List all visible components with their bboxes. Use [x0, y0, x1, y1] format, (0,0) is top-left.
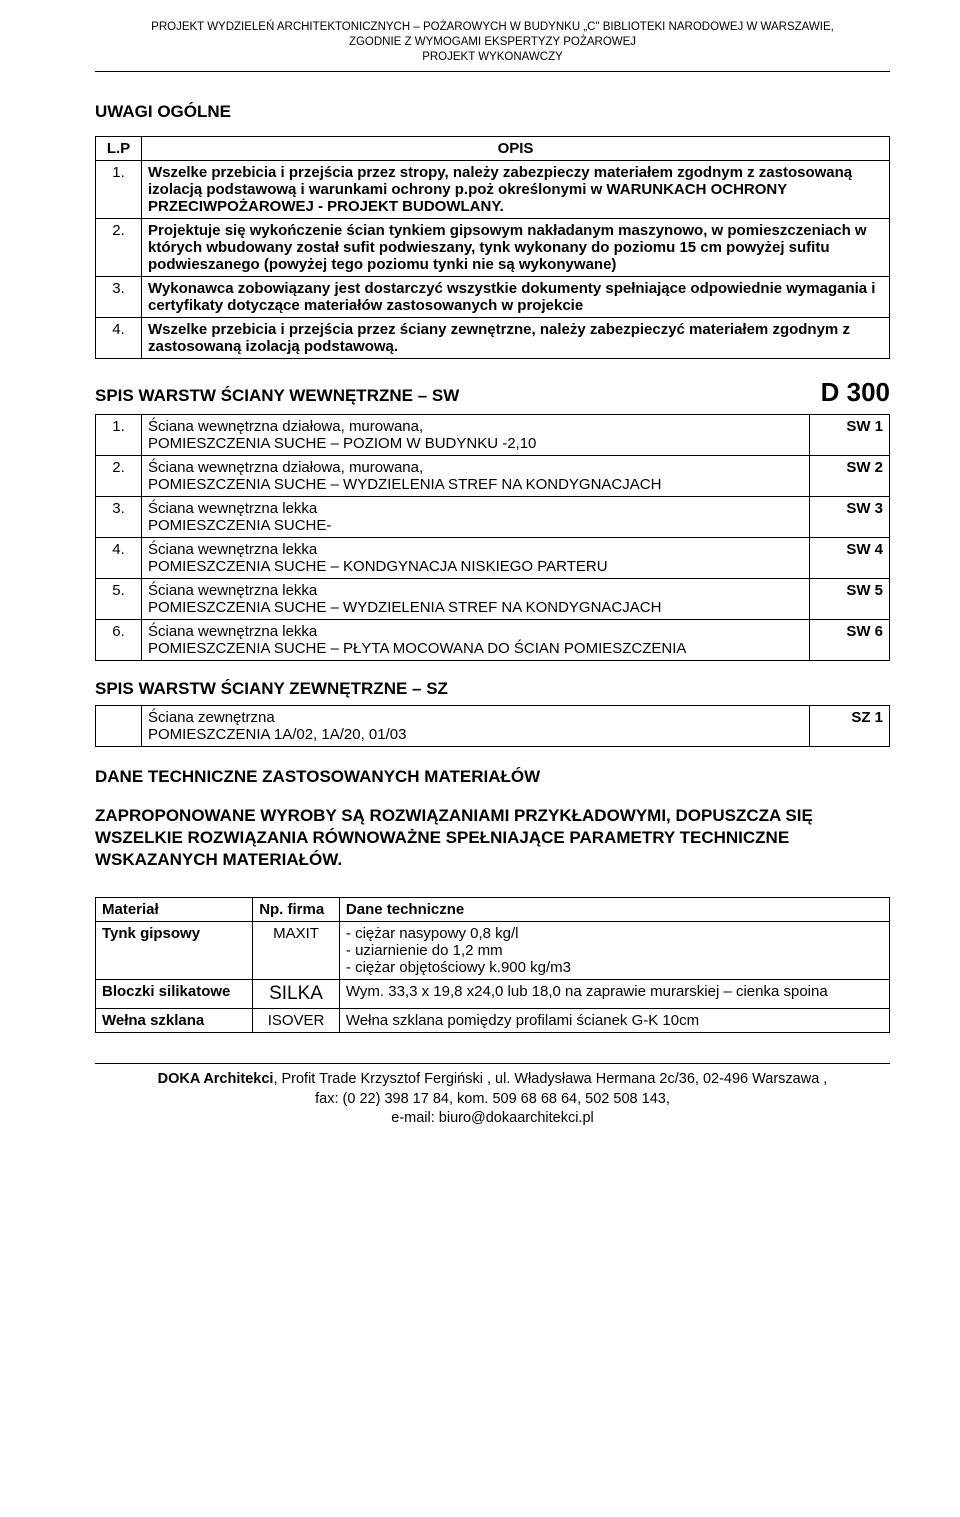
sz-row: Ściana zewnętrzna POMIESZCZENIA 1A/02, 1…: [96, 705, 890, 746]
sw-row-num: 4.: [96, 537, 142, 578]
footer-address: , Profit Trade Krzysztof Fergiński , ul.…: [273, 1071, 827, 1087]
opis-row: 2. Projektuje się wykończenie ścian tynk…: [96, 218, 890, 276]
mat-head-dane: Dane techniczne: [339, 898, 889, 922]
sw-table: 1. Ściana wewnętrzna działowa, murowana,…: [95, 414, 890, 661]
sw-row: 4. Ściana wewnętrzna lekka POMIESZCZENIA…: [96, 537, 890, 578]
sw-row-desc: Ściana wewnętrzna lekka POMIESZCZENIA SU…: [142, 578, 810, 619]
sw-row-desc: Ściana wewnętrzna lekka POMIESZCZENIA SU…: [142, 496, 810, 537]
sw-dcode: D 300: [821, 377, 890, 408]
mat-row-material: Bloczki silikatowe: [96, 980, 253, 1009]
mat-row-firm: SILKA: [253, 980, 340, 1009]
sw-row-code: SW 6: [810, 619, 890, 660]
sw-row: 1. Ściana wewnętrzna działowa, murowana,…: [96, 414, 890, 455]
sz-title: SPIS WARSTW ŚCIANY ZEWNĘTRZNE – SZ: [95, 679, 890, 699]
opis-row-text: Wykonawca zobowiązany jest dostarczyć ws…: [142, 276, 890, 317]
sw-row: 3. Ściana wewnętrzna lekka POMIESZCZENIA…: [96, 496, 890, 537]
opis-row: 1. Wszelke przebicia i przejścia przez s…: [96, 160, 890, 218]
sw-row-num: 2.: [96, 455, 142, 496]
sw-row: 5. Ściana wewnętrzna lekka POMIESZCZENIA…: [96, 578, 890, 619]
mat-row-dane: Wełna szklana pomiędzy profilami ścianek…: [339, 1009, 889, 1033]
sw-row-desc: Ściana wewnętrzna działowa, murowana, PO…: [142, 455, 810, 496]
sw-row-num: 3.: [96, 496, 142, 537]
sw-header-row: SPIS WARSTW ŚCIANY WEWNĘTRZNE – SW D 300: [95, 377, 890, 408]
sz-table: Ściana zewnętrzna POMIESZCZENIA 1A/02, 1…: [95, 705, 890, 747]
footer-line-3: e-mail: biuro@dokaarchitekci.pl: [95, 1109, 890, 1129]
mat-head-material: Materiał: [96, 898, 253, 922]
sw-row-code: SW 1: [810, 414, 890, 455]
tech-title: DANE TECHNICZNE ZASTOSOWANYCH MATERIAŁÓW: [95, 767, 890, 787]
opis-row-text: Wszelke przebicia i przejścia przez ścia…: [142, 317, 890, 358]
document-header: PROJEKT WYDZIELEŃ ARCHITEKTONICZNYCH – P…: [95, 20, 890, 72]
mat-row: Wełna szklana ISOVER Wełna szklana pomię…: [96, 1009, 890, 1033]
header-line-2: ZGODNIE Z WYMOGAMI EKSPERTYZY POŻAROWEJ: [95, 35, 890, 50]
sz-row-desc: Ściana zewnętrzna POMIESZCZENIA 1A/02, 1…: [142, 705, 810, 746]
sz-row-code: SZ 1: [810, 705, 890, 746]
sw-row-code: SW 5: [810, 578, 890, 619]
tech-note: ZAPROPONOWANE WYROBY SĄ ROZWIĄZANIAMI PR…: [95, 805, 890, 871]
opis-head-opis: OPIS: [142, 136, 890, 160]
mat-row-dane: - ciężar nasypowy 0,8 kg/l - uziarnienie…: [339, 922, 889, 980]
footer-line-1: DOKA Architekci, Profit Trade Krzysztof …: [95, 1070, 890, 1090]
sz-row-num: [96, 705, 142, 746]
mat-row-firm: ISOVER: [253, 1009, 340, 1033]
footer-company: DOKA Architekci: [158, 1071, 274, 1087]
opis-row-num: 2.: [96, 218, 142, 276]
uwagi-title: UWAGI OGÓLNE: [95, 102, 890, 122]
document-footer: DOKA Architekci, Profit Trade Krzysztof …: [95, 1063, 890, 1129]
opis-head-lp: L.P: [96, 136, 142, 160]
sw-row-desc: Ściana wewnętrzna działowa, murowana, PO…: [142, 414, 810, 455]
sw-row-num: 1.: [96, 414, 142, 455]
opis-row-text: Wszelke przebicia i przejścia przez stro…: [142, 160, 890, 218]
mat-head-firma: Np. firma: [253, 898, 340, 922]
sw-row: 6. Ściana wewnętrzna lekka POMIESZCZENIA…: [96, 619, 890, 660]
sw-row-code: SW 3: [810, 496, 890, 537]
sw-row-code: SW 4: [810, 537, 890, 578]
mat-row-material: Tynk gipsowy: [96, 922, 253, 980]
footer-line-2: fax: (0 22) 398 17 84, kom. 509 68 68 64…: [95, 1090, 890, 1110]
mat-row: Tynk gipsowy MAXIT - ciężar nasypowy 0,8…: [96, 922, 890, 980]
mat-row-material: Wełna szklana: [96, 1009, 253, 1033]
opis-row-num: 4.: [96, 317, 142, 358]
opis-row-num: 1.: [96, 160, 142, 218]
sw-row-desc: Ściana wewnętrzna lekka POMIESZCZENIA SU…: [142, 537, 810, 578]
sw-row-code: SW 2: [810, 455, 890, 496]
opis-table: L.P OPIS 1. Wszelke przebicia i przejści…: [95, 136, 890, 359]
mat-row: Bloczki silikatowe SILKA Wym. 33,3 x 19,…: [96, 980, 890, 1009]
sw-title: SPIS WARSTW ŚCIANY WEWNĘTRZNE – SW: [95, 386, 459, 406]
opis-row: 4. Wszelke przebicia i przejścia przez ś…: [96, 317, 890, 358]
sw-row-desc: Ściana wewnętrzna lekka POMIESZCZENIA SU…: [142, 619, 810, 660]
header-line-3: PROJEKT WYKONAWCZY: [95, 50, 890, 65]
header-line-1: PROJEKT WYDZIELEŃ ARCHITEKTONICZNYCH – P…: [95, 20, 890, 35]
sw-row: 2. Ściana wewnętrzna działowa, murowana,…: [96, 455, 890, 496]
sw-row-num: 6.: [96, 619, 142, 660]
opis-row-num: 3.: [96, 276, 142, 317]
opis-row: 3. Wykonawca zobowiązany jest dostarczyć…: [96, 276, 890, 317]
materials-table: Materiał Np. firma Dane techniczne Tynk …: [95, 897, 890, 1033]
mat-row-dane: Wym. 33,3 x 19,8 x24,0 lub 18,0 na zapra…: [339, 980, 889, 1009]
mat-row-firm: MAXIT: [253, 922, 340, 980]
opis-row-text: Projektuje się wykończenie ścian tynkiem…: [142, 218, 890, 276]
sw-row-num: 5.: [96, 578, 142, 619]
